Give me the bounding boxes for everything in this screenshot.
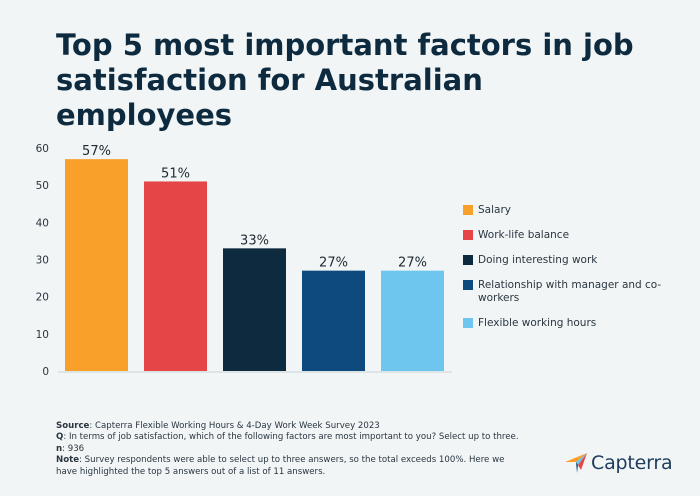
legend: Salary Work-life balance Doing interesting… [463, 204, 693, 342]
bar-value-label: 27% [319, 256, 348, 271]
legend-label: Doing interesting work [478, 254, 598, 266]
bar-5 [381, 270, 444, 371]
y-tick-label: 40 [36, 217, 49, 229]
bar-value-label: 33% [240, 233, 269, 248]
bar-2 [144, 181, 207, 371]
y-tick-label: 0 [42, 366, 49, 378]
legend-swatch [463, 205, 473, 215]
legend-item: Relationship with manager and co-workers [463, 279, 693, 305]
legend-item: Salary [463, 204, 693, 217]
y-tick-label: 10 [36, 329, 49, 341]
question-line: Q: In terms of job satisfaction, which o… [56, 432, 519, 443]
bars: 57% 51% 33% 27% 27% [65, 144, 444, 371]
legend-item: Flexible working hours [463, 317, 693, 330]
legend-swatch [463, 230, 473, 240]
legend-swatch [463, 255, 473, 265]
capterra-arrow-icon [565, 453, 587, 473]
chart-title: Top 5 most important factors in job sati… [56, 28, 634, 132]
bar-3 [223, 248, 286, 371]
legend-swatch [463, 318, 473, 328]
logo-text: Capterra [591, 452, 673, 474]
bar-chart: 0 10 20 30 40 50 60 57% 51% 33% 27% 27% [36, 143, 452, 378]
legend-label: Relationship with manager and co-workers [478, 279, 662, 304]
logo-shard-orange [565, 453, 587, 462]
y-tick-label: 30 [36, 255, 49, 267]
capterra-logo: Capterra [564, 452, 673, 474]
y-axis: 0 10 20 30 40 50 60 [36, 143, 49, 378]
legend-item: Doing interesting work [463, 254, 693, 267]
footer-notes: Source: Capterra Flexible Working Hours … [56, 421, 526, 478]
note-line: Note: Survey respondents were able to se… [56, 455, 505, 477]
logo-shard-navy [576, 462, 578, 473]
bar-value-label: 57% [82, 144, 111, 159]
logo-shard-red [578, 453, 587, 470]
legend-label: Flexible working hours [478, 317, 597, 329]
legend-item: Work-life balance [463, 229, 693, 242]
legend-label: Work-life balance [478, 229, 570, 241]
y-tick-label: 60 [36, 143, 49, 155]
source-line: Source: Capterra Flexible Working Hours … [56, 421, 380, 431]
logo-shard-blue [576, 453, 587, 465]
legend-swatch [463, 280, 473, 290]
bar-1 [65, 159, 128, 371]
bar-4 [302, 270, 365, 371]
bar-value-label: 27% [398, 256, 427, 271]
y-tick-label: 50 [36, 180, 49, 192]
sample-size-line: n: 936 [56, 443, 85, 454]
bar-value-label: 51% [161, 166, 190, 181]
legend-label: Salary [478, 204, 511, 216]
y-tick-label: 20 [36, 292, 49, 304]
